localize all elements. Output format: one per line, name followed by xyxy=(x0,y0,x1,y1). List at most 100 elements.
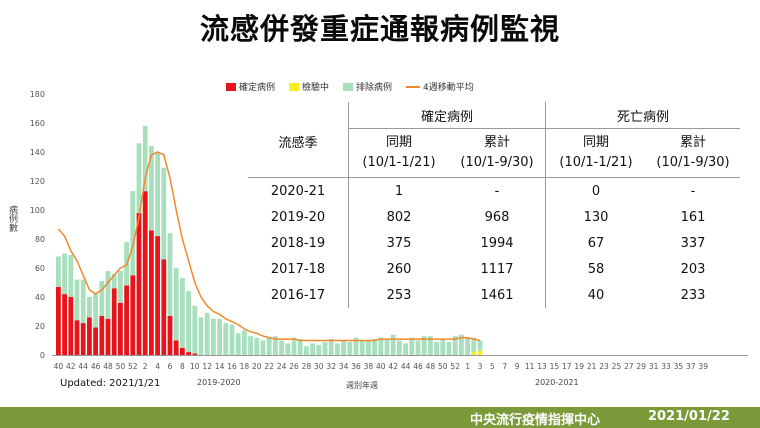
y-tick-label: 120 xyxy=(30,177,45,186)
bar-excluded xyxy=(297,339,303,355)
x-tick-label: 18 xyxy=(240,362,250,371)
x-tick-label: 21 xyxy=(587,362,597,371)
x-tick-label: 16 xyxy=(227,362,237,371)
x-tick-label: 19 xyxy=(574,362,584,371)
bar-excluded xyxy=(99,281,105,316)
table-header-death: 死亡病例 xyxy=(545,102,740,129)
bar-excluded xyxy=(254,337,260,355)
legend-swatch-confirmed xyxy=(226,82,236,91)
x-tick-label: 4 xyxy=(155,362,160,371)
bar-excluded xyxy=(434,341,439,355)
x-tick-label: 46 xyxy=(91,362,101,371)
footer-org: 中央流行疫情指揮中心 xyxy=(470,413,601,428)
x-tick-label: 38 xyxy=(364,362,374,371)
table-cell: 337 xyxy=(680,235,706,251)
y-tick-label: 20 xyxy=(35,322,45,331)
table-cell: 233 xyxy=(680,287,706,303)
bar-confirmed xyxy=(74,320,80,355)
bar-confirmed xyxy=(173,340,179,355)
table-cell: 40 xyxy=(545,282,646,308)
x-tick-label: 1 xyxy=(465,362,470,371)
bar-excluded xyxy=(260,340,266,355)
chart-legend: 確定病例 檢驗中 排除病例 4週移動平均 xyxy=(226,80,474,93)
x-tick-label: 50 xyxy=(116,362,126,371)
bar-excluded xyxy=(93,294,98,328)
bar-testing xyxy=(471,352,477,355)
table-subheader: 累計 (10/1-9/30) xyxy=(646,128,740,178)
legend-confirmed: 確定病例 xyxy=(226,80,275,93)
bar-excluded xyxy=(136,143,142,213)
x-tick-label: 13 xyxy=(537,362,547,371)
table-subheader: 累計 (10/1-9/30) xyxy=(449,128,546,178)
table-header-season: 流感季 xyxy=(248,102,349,178)
footer-bar: 中央流行疫情指揮中心 2021/01/22 xyxy=(0,407,760,428)
bar-excluded xyxy=(155,152,160,237)
bar-confirmed xyxy=(80,323,86,355)
legend-testing: 檢驗中 xyxy=(289,80,329,93)
summary-table: 流感季 確定病例 死亡病例 同期 (10/1-1/21) 累計 (10/1-9/… xyxy=(248,102,740,308)
table-cell-season: 2020-21 xyxy=(270,183,326,199)
bar-confirmed xyxy=(93,327,98,355)
table-cell: 67 xyxy=(545,230,646,256)
table-cell: 1461 xyxy=(480,287,514,303)
bar-excluded xyxy=(465,337,470,355)
x-tick-label: 48 xyxy=(426,362,436,371)
bar-excluded xyxy=(477,340,483,351)
bar-excluded xyxy=(415,340,421,355)
page-title: 流感併發重症通報病例監視 xyxy=(199,12,560,46)
bar-confirmed xyxy=(167,315,173,355)
x-tick-label: 46 xyxy=(413,362,423,371)
x-tick-label: 7 xyxy=(502,362,507,371)
bar-excluded xyxy=(428,336,433,355)
y-tick-label: 60 xyxy=(35,264,45,273)
x-tick-label: 52 xyxy=(450,362,460,371)
bar-excluded xyxy=(310,343,315,355)
bar-confirmed xyxy=(87,317,92,355)
x-tick-label: 40 xyxy=(54,362,64,371)
bar-excluded xyxy=(235,333,241,355)
x-tick-label: 44 xyxy=(401,362,411,371)
bar-excluded xyxy=(378,337,384,355)
table-cell-season: 2018-19 xyxy=(270,235,326,251)
x-tick-label: 10 xyxy=(190,362,200,371)
legend-moving-average: 4週移動平均 xyxy=(406,80,474,93)
legend-label: 檢驗中 xyxy=(302,83,330,93)
y-tick-label: 0 xyxy=(40,351,45,360)
bar-confirmed xyxy=(68,297,74,355)
bar-confirmed xyxy=(149,230,154,355)
bar-excluded xyxy=(161,167,167,260)
bar-confirmed xyxy=(192,353,198,355)
x-tick-label: 48 xyxy=(103,362,113,371)
table-row: 2016-17 253 1461 40 233 xyxy=(248,282,740,308)
bar-excluded xyxy=(242,330,247,355)
bar-excluded xyxy=(167,233,173,316)
bar-excluded xyxy=(149,146,154,231)
bar-confirmed xyxy=(62,294,67,355)
legend-label: 確定病例 xyxy=(239,83,276,93)
table-cell: 968 xyxy=(484,209,510,225)
bar-confirmed xyxy=(180,347,185,355)
bar-excluded xyxy=(211,318,216,355)
bar-excluded xyxy=(366,340,371,355)
bar-excluded xyxy=(111,273,117,289)
table-cell: - xyxy=(494,183,500,199)
bar-excluded xyxy=(180,278,185,348)
x-tick-label: 17 xyxy=(562,362,572,371)
bar-excluded xyxy=(403,343,408,355)
x-tick-label: 35 xyxy=(674,362,684,371)
x-tick-label: 27 xyxy=(624,362,634,371)
bar-confirmed xyxy=(136,212,142,355)
bar-excluded xyxy=(347,341,353,355)
bar-excluded xyxy=(80,279,86,324)
bar-excluded xyxy=(142,125,148,192)
y-tick-label: 180 xyxy=(30,90,45,99)
bar-excluded xyxy=(68,254,74,297)
x-tick-label: 24 xyxy=(277,362,287,371)
table-cell: 130 xyxy=(545,204,646,230)
season-label-2020-2021: 2020-2021 xyxy=(535,378,579,387)
x-tick-label: 11 xyxy=(525,362,535,371)
y-tick-label: 140 xyxy=(30,148,45,157)
bar-confirmed xyxy=(130,275,136,355)
bar-excluded xyxy=(266,337,272,355)
x-tick-label: 6 xyxy=(168,362,173,371)
